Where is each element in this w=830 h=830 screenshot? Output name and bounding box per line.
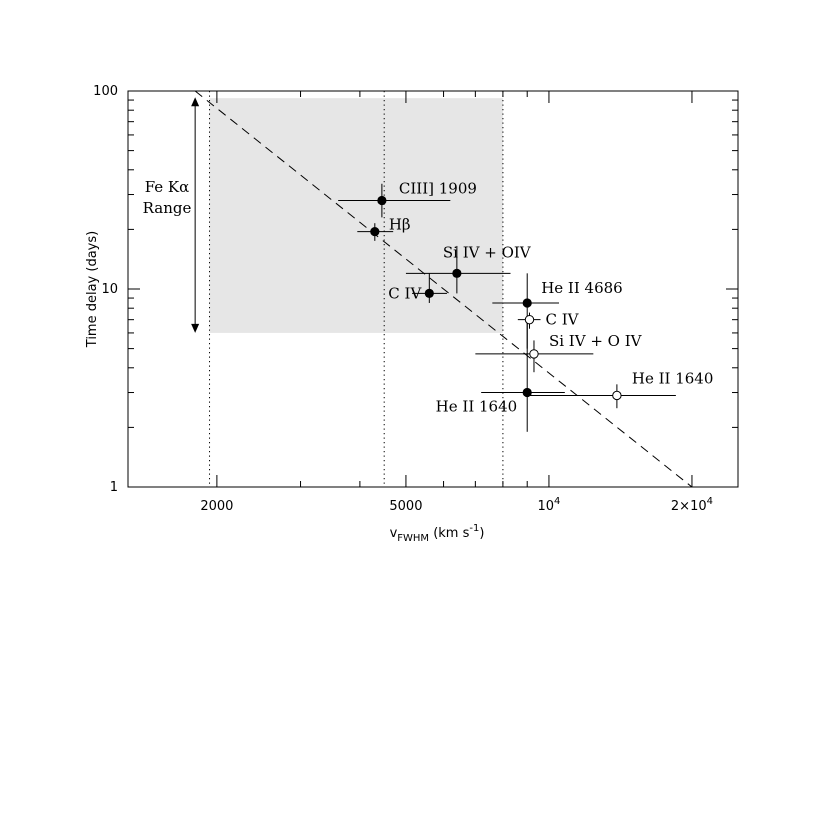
filled-marker [370, 226, 380, 237]
filled-marker [452, 268, 462, 278]
x-tick-label-0: 2000 [200, 499, 233, 514]
data-point-1-1: Si IV + O IV [475, 332, 643, 373]
y-axis-title: Time delay (days) [85, 231, 100, 348]
fit-line [194, 91, 693, 487]
data-point-0-2: Si IV + OIV [405, 243, 532, 294]
range-arrow-head-bottom [191, 323, 200, 333]
y-tick-label-2: 100 [93, 84, 118, 99]
range-arrow-head-top [191, 97, 200, 107]
open-marker [524, 314, 535, 325]
point-label: Si IV + O IV [549, 332, 643, 350]
point-label: He II 1640 [632, 369, 714, 387]
point-label: He II 1640 [436, 398, 518, 416]
point-label: C IV [388, 284, 422, 302]
x-tick-label-3: 2×104 [671, 496, 713, 514]
x-axis-title: vFWHM (km s-1) [390, 523, 485, 544]
fe-range-label-line1: Fe Kα [145, 178, 190, 196]
filled-marker [522, 387, 532, 398]
data-point-1-2: He II 1640 [527, 369, 714, 409]
fe-range-label-line2: Range [143, 199, 192, 217]
data-point-1-0: C IV [517, 311, 580, 329]
point-label: C IV [545, 311, 579, 329]
x-tick-label-1: 5000 [389, 499, 422, 514]
y-tick-label-1: 10 [101, 282, 118, 297]
point-label: Hβ [389, 216, 411, 234]
data-point-0-0: CIII] 1909 [338, 179, 477, 218]
x-tick-label-2: 104 [537, 496, 560, 514]
filled-marker [377, 195, 387, 206]
data-point-0-3: C IV [388, 273, 447, 303]
point-label: CIII] 1909 [399, 179, 477, 197]
open-marker [529, 349, 539, 359]
data-point-0-5: He II 1640 [436, 319, 565, 432]
y-tick-label-0: 1 [110, 480, 118, 495]
filled-marker [522, 298, 532, 308]
data-point-0-1: Hβ [357, 216, 411, 241]
open-marker [612, 390, 622, 401]
point-label: Si IV + OIV [443, 243, 532, 261]
filled-marker [424, 288, 434, 299]
fe-range-region [209, 98, 503, 333]
point-label: He II 4686 [541, 279, 623, 297]
